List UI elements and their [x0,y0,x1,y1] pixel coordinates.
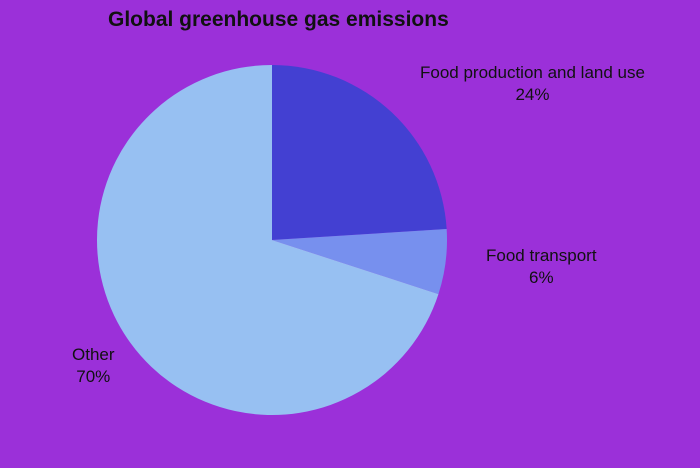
slice-label-other: Other 70% [72,344,115,388]
pie-slices [96,65,447,415]
slice-value-text: 24% [515,85,550,104]
slice-value-text: 6% [528,268,554,287]
slice-label-food-transport: Food transport 6% [486,245,597,289]
pie-slice-food-production-and-land-use [272,65,447,240]
slice-label-text: Food production and land use [420,63,645,82]
slice-label-food-production: Food production and land use 24% [420,62,645,106]
slice-label-text: Other [72,345,115,364]
slice-value-text: 70% [76,367,111,386]
slice-label-text: Food transport [486,246,597,265]
pie-slice-other [96,65,439,415]
chart-title: Global greenhouse gas emissions [108,8,449,31]
pie-slice-food-transport [272,229,447,295]
